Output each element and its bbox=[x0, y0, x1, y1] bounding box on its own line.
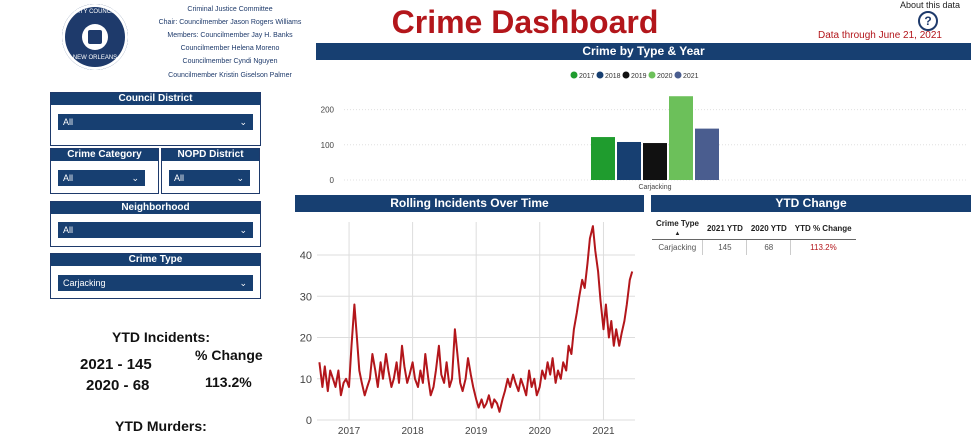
pct-change-value: 113.2% bbox=[205, 374, 252, 390]
committee-name: Criminal Justice Committee bbox=[187, 6, 273, 13]
cell-2021-ytd: 145 bbox=[702, 239, 748, 255]
legend-label: 2021 bbox=[683, 73, 699, 80]
x-tick-label: 2021 bbox=[592, 426, 615, 437]
nopd-district-dropdown[interactable]: All ⌄ bbox=[169, 170, 250, 186]
y-tick-label: 40 bbox=[300, 250, 312, 262]
y-tick-label: 20 bbox=[300, 333, 312, 345]
ytd-2020-value: 2020 - 68 bbox=[86, 377, 150, 394]
x-tick-label: 2017 bbox=[338, 426, 361, 437]
legend-marker bbox=[570, 71, 578, 79]
crime-type-dropdown[interactable]: Carjacking ⌄ bbox=[58, 275, 253, 291]
dropdown-value: All bbox=[63, 117, 74, 127]
committee-member: Members: Councilmember Jay H. Banks bbox=[167, 32, 293, 39]
legend-marker bbox=[596, 71, 604, 79]
bar bbox=[617, 141, 641, 180]
cell-ytd-pct-change: 113.2% bbox=[810, 243, 837, 252]
crime-by-type-year-chart: 0 100 200 2017 2018 2019 2020 2021 Carjacking bbox=[321, 71, 966, 191]
ytd-murders-label: YTD Murders: bbox=[115, 418, 207, 434]
slicer-title: NOPD District bbox=[162, 149, 259, 161]
legend-marker bbox=[674, 71, 682, 79]
chevron-down-icon: ⌄ bbox=[239, 117, 247, 127]
y-tick-label: 0 bbox=[330, 176, 335, 185]
line-chart-title: Rolling Incidents Over Time bbox=[295, 195, 644, 212]
crime-type-slicer: Crime Type Carjacking ⌄ bbox=[50, 253, 261, 299]
column-header-ytd-pct-change[interactable]: YTD % Change bbox=[790, 217, 856, 240]
y-tick-label: 100 bbox=[321, 141, 335, 150]
dropdown-value: All bbox=[63, 225, 74, 235]
chevron-down-icon: ⌄ bbox=[131, 173, 139, 183]
ytd-2021-value: 2021 - 145 bbox=[80, 356, 152, 373]
column-header-crime-type[interactable]: Crime Type ▲ bbox=[652, 217, 703, 240]
slicer-title: Crime Category bbox=[51, 149, 158, 161]
ytd-change-title: YTD Change bbox=[651, 195, 971, 212]
ytd-change-table: Crime Type ▲ 2021 YTD 2020 YTD YTD % Chan… bbox=[652, 217, 856, 255]
slicer-title: Neighborhood bbox=[51, 202, 260, 214]
y-tick-label: 30 bbox=[300, 291, 312, 303]
legend-marker bbox=[648, 71, 656, 79]
seal-text-bottom: NEW ORLEANS bbox=[72, 55, 118, 61]
crime-category-slicer: Crime Category All ⌄ bbox=[50, 148, 159, 194]
x-tick-label: 2018 bbox=[401, 426, 424, 437]
bar bbox=[669, 96, 693, 180]
page-title: Crime Dashboard bbox=[391, 4, 659, 40]
legend-label: 2019 bbox=[631, 73, 647, 80]
about-data-link[interactable]: About this data bbox=[899, 0, 961, 10]
council-district-dropdown[interactable]: All ⌄ bbox=[58, 114, 253, 130]
cell-2020-ytd: 68 bbox=[746, 239, 792, 255]
table-header-row: Crime Type ▲ 2021 YTD 2020 YTD YTD % Chan… bbox=[652, 217, 856, 240]
bar bbox=[643, 143, 667, 180]
y-tick-label: 0 bbox=[306, 415, 312, 427]
y-tick-label: 10 bbox=[300, 374, 312, 386]
chevron-down-icon: ⌄ bbox=[239, 225, 247, 235]
legend-label: 2018 bbox=[605, 73, 621, 80]
committee-member: Councilmember Cyndi Nguyen bbox=[182, 58, 278, 65]
neighborhood-dropdown[interactable]: All ⌄ bbox=[58, 222, 253, 238]
rolling-incidents-chart: 0 10 20 30 40 2017 2018 2019 2020 2021 bbox=[300, 222, 635, 437]
chevron-down-icon: ⌄ bbox=[239, 278, 247, 288]
bar bbox=[591, 137, 615, 180]
sort-up-icon: ▲ bbox=[674, 231, 681, 237]
dropdown-value: All bbox=[174, 173, 185, 183]
rolling-incidents-line bbox=[318, 225, 634, 413]
dropdown-value: All bbox=[63, 173, 74, 183]
slicer-title: Crime Type bbox=[51, 254, 260, 266]
chevron-down-icon: ⌄ bbox=[236, 173, 244, 183]
bar-chart-title: Crime by Type & Year bbox=[316, 43, 971, 60]
bar bbox=[695, 128, 719, 180]
slicer-title: Council District bbox=[51, 93, 260, 105]
crime-category-dropdown[interactable]: All ⌄ bbox=[58, 170, 145, 186]
data-through-label: Data through June 21, 2021 bbox=[818, 30, 942, 41]
seal-shield-icon bbox=[88, 30, 102, 44]
column-header-2020-ytd[interactable]: 2020 YTD bbox=[746, 217, 791, 240]
legend-label: 2020 bbox=[657, 73, 673, 80]
pct-change-label: % Change bbox=[195, 347, 263, 363]
y-tick-label: 200 bbox=[321, 106, 335, 115]
legend-marker bbox=[622, 71, 630, 79]
dropdown-value: Carjacking bbox=[63, 278, 106, 288]
committee-chair: Chair: Councilmember Jason Rogers Willia… bbox=[158, 19, 302, 26]
committee-member: Councilmember Helena Moreno bbox=[180, 45, 280, 52]
cell-crime-type: Carjacking bbox=[652, 239, 704, 255]
ytd-incidents-label: YTD Incidents: bbox=[112, 329, 211, 345]
x-tick-label: Carjacking bbox=[638, 184, 671, 191]
committee-member: Councilmember Kristin Giselson Palmer bbox=[168, 72, 292, 79]
x-tick-label: 2019 bbox=[465, 426, 488, 437]
nopd-district-slicer: NOPD District All ⌄ bbox=[161, 148, 260, 194]
neighborhood-slicer: Neighborhood All ⌄ bbox=[50, 201, 261, 247]
seal-text-top: CITY COUNCIL bbox=[73, 9, 117, 15]
legend-label: 2017 bbox=[579, 73, 595, 80]
x-tick-label: 2020 bbox=[529, 426, 552, 437]
council-district-slicer: Council District All ⌄ bbox=[50, 92, 261, 146]
column-header-2021-ytd[interactable]: 2021 YTD bbox=[702, 217, 747, 240]
help-icon[interactable]: ? bbox=[918, 11, 938, 31]
table-row: Carjacking 145 68 113.2% bbox=[652, 239, 856, 255]
